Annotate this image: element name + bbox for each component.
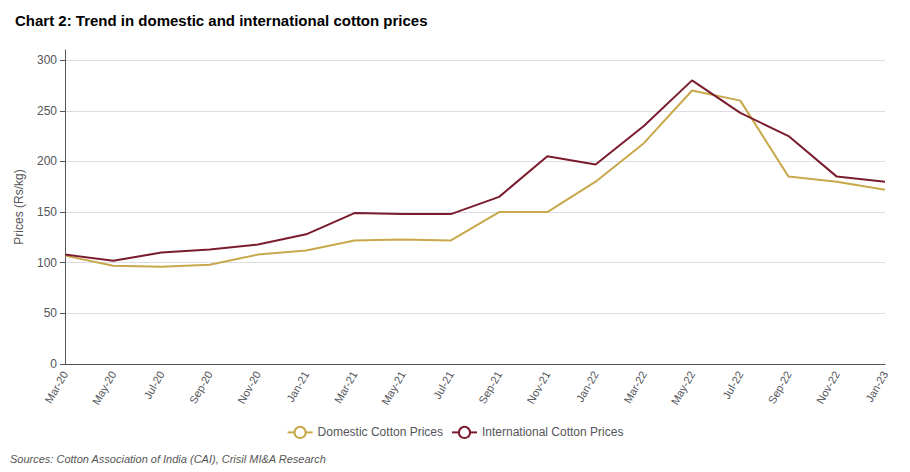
svg-text:Sep-21: Sep-21 [476, 369, 504, 406]
svg-text:Jan-21: Jan-21 [284, 369, 311, 404]
svg-text:Mar-21: Mar-21 [332, 369, 360, 405]
svg-text:Nov-21: Nov-21 [524, 369, 552, 406]
svg-text:May-21: May-21 [379, 369, 408, 407]
svg-text:200: 200 [37, 154, 57, 168]
svg-text:Nov-20: Nov-20 [235, 369, 263, 406]
svg-text:50: 50 [44, 306, 58, 320]
svg-text:250: 250 [37, 104, 57, 118]
svg-text:150: 150 [37, 205, 57, 219]
svg-text:Jul-20: Jul-20 [141, 369, 166, 401]
svg-text:300: 300 [37, 53, 57, 67]
svg-text:100: 100 [37, 256, 57, 270]
svg-text:May-22: May-22 [669, 369, 698, 407]
svg-text:Domestic Cotton Prices: Domestic Cotton Prices [318, 425, 443, 439]
svg-text:International Cotton Prices: International Cotton Prices [482, 425, 623, 439]
svg-text:Prices (Rs/kg): Prices (Rs/kg) [12, 169, 26, 244]
svg-text:Jul-22: Jul-22 [720, 369, 745, 401]
svg-text:0: 0 [50, 357, 57, 371]
svg-text:Mar-22: Mar-22 [621, 369, 649, 405]
svg-text:May-20: May-20 [90, 369, 119, 407]
svg-text:Jan-23: Jan-23 [863, 369, 890, 404]
svg-text:Nov-22: Nov-22 [814, 369, 842, 406]
svg-text:Jul-21: Jul-21 [431, 369, 456, 401]
svg-text:Mar-20: Mar-20 [42, 369, 70, 405]
svg-text:Sources: Cotton Association of: Sources: Cotton Association of India (CA… [10, 453, 326, 465]
svg-text:Sep-22: Sep-22 [766, 369, 794, 406]
svg-text:Chart 2: Trend in domestic and: Chart 2: Trend in domestic and internati… [15, 12, 428, 29]
svg-text:Sep-20: Sep-20 [187, 369, 215, 406]
svg-text:Jan-22: Jan-22 [574, 369, 601, 404]
